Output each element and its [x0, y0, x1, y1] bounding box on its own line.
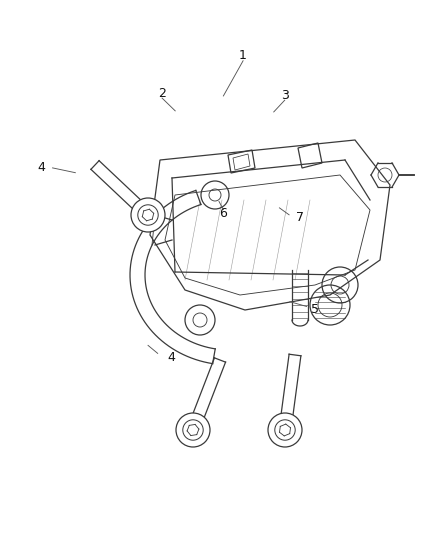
Text: 7: 7	[296, 211, 304, 224]
Text: 3: 3	[281, 90, 289, 102]
Circle shape	[268, 413, 302, 447]
Text: 6: 6	[219, 207, 227, 220]
Text: 4: 4	[38, 161, 46, 174]
Text: 4: 4	[167, 351, 175, 364]
Circle shape	[131, 198, 165, 232]
Text: 2: 2	[158, 87, 166, 100]
Text: 1: 1	[239, 50, 247, 62]
Circle shape	[183, 420, 203, 440]
Circle shape	[138, 205, 158, 225]
Circle shape	[176, 413, 210, 447]
Text: 5: 5	[311, 303, 319, 316]
Circle shape	[275, 420, 295, 440]
